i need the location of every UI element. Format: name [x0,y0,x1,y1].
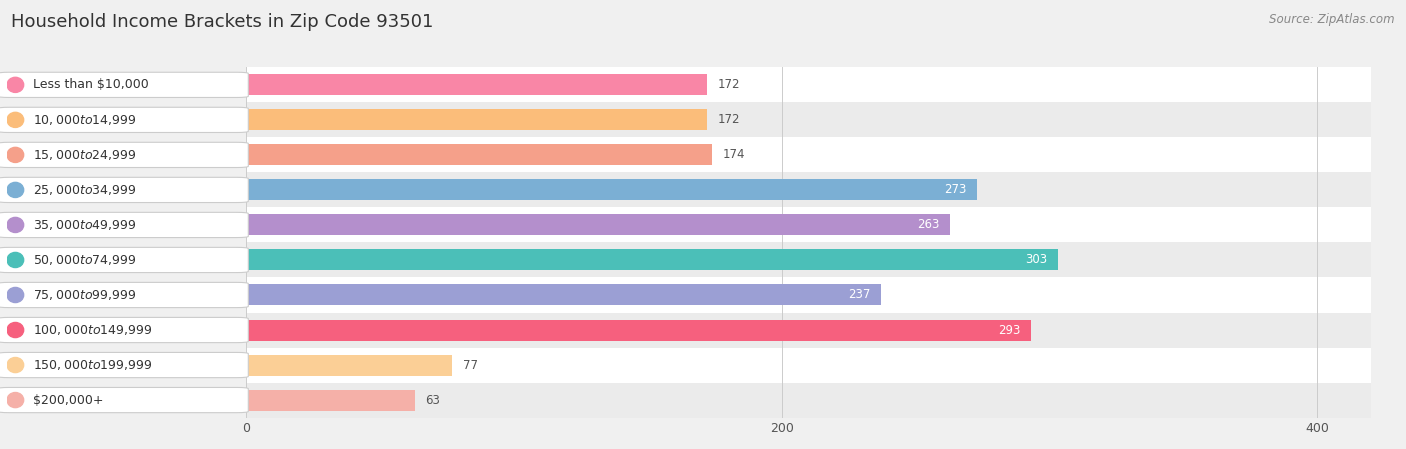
Text: 172: 172 [717,79,740,91]
Ellipse shape [7,217,24,233]
Text: $10,000 to $14,999: $10,000 to $14,999 [32,113,136,127]
Text: 293: 293 [998,324,1019,336]
Text: $75,000 to $99,999: $75,000 to $99,999 [32,288,136,302]
Bar [246,242,1371,277]
Bar [246,390,415,410]
FancyBboxPatch shape [0,282,249,308]
Bar [246,383,1371,418]
Text: $15,000 to $24,999: $15,000 to $24,999 [32,148,136,162]
Ellipse shape [7,77,24,92]
FancyBboxPatch shape [0,107,249,132]
Text: 273: 273 [943,184,966,196]
Bar [246,207,1371,242]
Bar [246,137,1371,172]
Text: $25,000 to $34,999: $25,000 to $34,999 [32,183,136,197]
FancyBboxPatch shape [0,177,249,202]
Text: $150,000 to $199,999: $150,000 to $199,999 [32,358,152,372]
Ellipse shape [7,322,24,338]
Ellipse shape [7,392,24,408]
Text: 237: 237 [848,289,870,301]
Bar [246,67,1371,102]
Bar [246,250,1057,270]
Bar [246,75,707,95]
Ellipse shape [7,357,24,373]
FancyBboxPatch shape [0,247,249,273]
Text: 77: 77 [463,359,478,371]
Text: Less than $10,000: Less than $10,000 [32,79,149,91]
Bar [246,102,1371,137]
Text: $200,000+: $200,000+ [32,394,104,406]
FancyBboxPatch shape [0,317,249,343]
Bar [246,313,1371,348]
Text: 172: 172 [717,114,740,126]
Text: $50,000 to $74,999: $50,000 to $74,999 [32,253,136,267]
Ellipse shape [7,182,24,198]
Bar [246,172,1371,207]
Bar [246,285,880,305]
Ellipse shape [7,287,24,303]
Text: Source: ZipAtlas.com: Source: ZipAtlas.com [1270,13,1395,26]
Text: 174: 174 [723,149,745,161]
FancyBboxPatch shape [0,212,249,238]
Bar [246,355,453,375]
Bar [246,215,950,235]
Bar [246,180,977,200]
Ellipse shape [7,147,24,163]
Bar [246,320,1031,340]
FancyBboxPatch shape [0,352,249,378]
Bar [246,277,1371,313]
Bar [246,145,711,165]
Ellipse shape [7,112,24,128]
Text: 263: 263 [917,219,939,231]
Text: Household Income Brackets in Zip Code 93501: Household Income Brackets in Zip Code 93… [11,13,433,31]
Ellipse shape [7,252,24,268]
Bar [246,110,707,130]
FancyBboxPatch shape [0,72,249,97]
FancyBboxPatch shape [0,142,249,167]
Text: $100,000 to $149,999: $100,000 to $149,999 [32,323,152,337]
FancyBboxPatch shape [0,387,249,413]
Text: $35,000 to $49,999: $35,000 to $49,999 [32,218,136,232]
Bar [246,348,1371,383]
Text: 303: 303 [1025,254,1047,266]
Text: 63: 63 [426,394,440,406]
